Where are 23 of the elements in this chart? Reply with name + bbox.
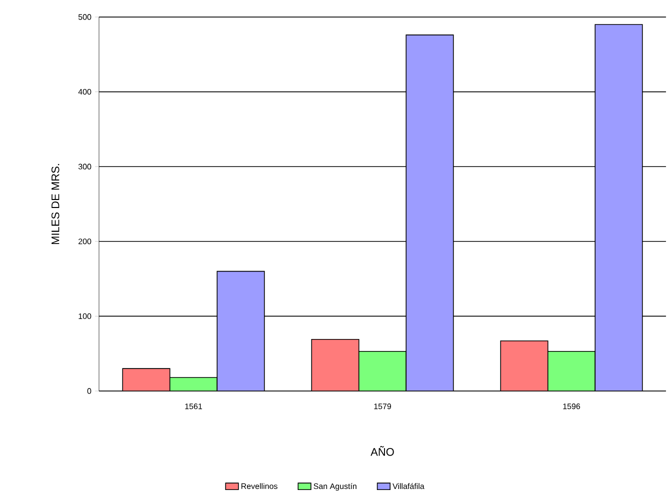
legend-label: Revellinos [241, 483, 278, 489]
y-tick-label: 500 [78, 14, 92, 20]
bar [122, 368, 170, 391]
bar [547, 350, 596, 391]
x-axis-title: AÑO [370, 446, 394, 456]
y-tick-label: 0 [87, 388, 92, 394]
y-tick-label: 400 [78, 88, 92, 95]
y-tick-label: 200 [78, 238, 92, 244]
bar [311, 338, 360, 391]
y-tick-label: 100 [78, 313, 92, 320]
x-tick-label: 1596 [563, 404, 580, 410]
bar [358, 350, 407, 391]
legend-label: San Agustín [314, 483, 356, 491]
bar [594, 24, 643, 391]
x-tick-label: 1579 [374, 404, 392, 410]
bar [170, 378, 218, 391]
legend-label: Villafáfila [392, 483, 424, 490]
y-axis-title: MILES DE MRS. [51, 164, 60, 244]
bar [216, 270, 265, 391]
bar [406, 34, 454, 391]
x-tick-label: 1561 [185, 404, 202, 410]
y-tick-label: 300 [78, 164, 92, 170]
bar [500, 340, 548, 391]
